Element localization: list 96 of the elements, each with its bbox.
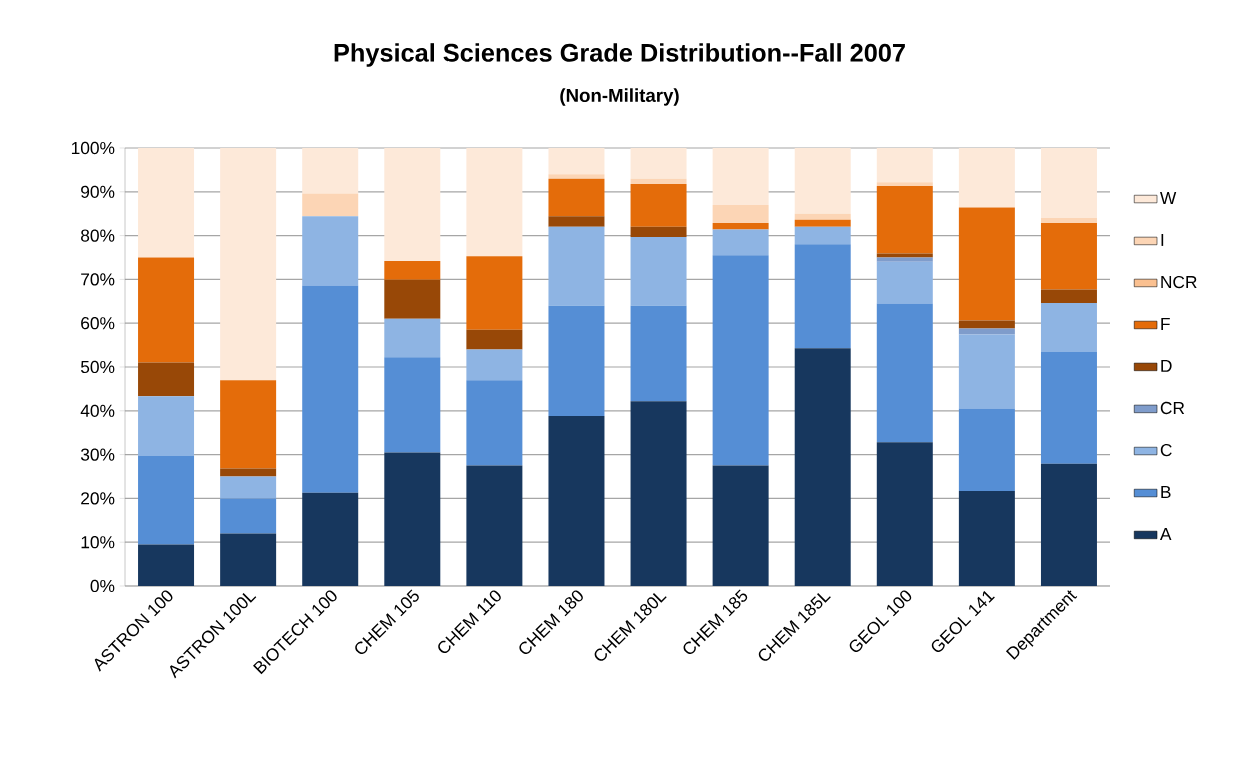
bar	[466, 329, 523, 350]
bar	[302, 193, 359, 217]
bar	[794, 226, 851, 245]
bar	[384, 318, 441, 358]
y-tick-label: 100%	[71, 141, 115, 155]
bar	[548, 178, 605, 217]
bar	[630, 401, 687, 586]
bar	[794, 147, 851, 214]
bar	[548, 416, 605, 586]
bar	[958, 334, 1015, 409]
bar	[630, 305, 687, 402]
legend-label: CR	[1160, 401, 1185, 415]
bar	[794, 244, 851, 349]
bar	[630, 226, 687, 237]
bar	[384, 357, 441, 453]
bar	[138, 544, 195, 586]
bar	[712, 204, 769, 223]
y-tick-label: 0%	[90, 579, 115, 593]
bar	[958, 147, 1015, 208]
bar	[876, 182, 933, 187]
bar	[876, 261, 933, 304]
bar	[548, 147, 605, 175]
y-tick-label: 90%	[81, 185, 115, 198]
bar	[958, 207, 1015, 321]
bar	[630, 178, 687, 184]
bar	[302, 147, 359, 194]
bar	[958, 490, 1015, 586]
bar	[712, 222, 769, 230]
bar	[466, 349, 523, 381]
bar	[220, 498, 277, 534]
bar	[384, 279, 441, 319]
bar	[958, 408, 1015, 491]
legend-label: A	[1159, 528, 1172, 540]
bar	[138, 455, 195, 545]
bar	[302, 216, 359, 286]
y-tick-label: 20%	[81, 492, 115, 505]
bar	[712, 465, 769, 586]
bar	[138, 257, 195, 363]
y-tick-label: 30%	[80, 448, 115, 461]
bar	[1040, 218, 1097, 223]
y-tick-label: 60%	[81, 317, 115, 330]
bar	[384, 261, 441, 280]
bar	[712, 255, 769, 466]
bar	[548, 174, 605, 179]
bar	[1040, 352, 1097, 464]
bar	[548, 226, 605, 306]
chart-title: Physical Sciences Grade Distribution--Fall 2007	[334, 43, 905, 67]
bar	[548, 305, 605, 417]
bar	[466, 256, 523, 330]
bar	[384, 452, 441, 586]
bar	[712, 147, 769, 205]
y-tick-label: 70%	[81, 273, 115, 286]
bar	[794, 213, 851, 220]
bar	[630, 147, 687, 179]
bar	[1040, 303, 1097, 353]
bar	[794, 219, 851, 227]
bar	[466, 147, 523, 257]
y-tick-label: 40%	[80, 404, 115, 417]
bar	[712, 229, 769, 256]
bar	[1040, 289, 1097, 304]
bar	[876, 257, 933, 262]
bar	[1040, 463, 1097, 586]
bar	[876, 186, 933, 254]
bar	[302, 285, 359, 493]
bar	[876, 442, 933, 586]
bar	[1040, 147, 1097, 219]
legend-label: NCR	[1161, 275, 1197, 289]
bar	[220, 533, 277, 586]
bar	[1040, 222, 1097, 290]
bar	[630, 183, 687, 227]
bar	[138, 396, 195, 456]
bar	[548, 216, 605, 227]
bar	[466, 465, 523, 586]
bar	[466, 380, 523, 466]
y-tick-label: 80%	[81, 229, 115, 242]
bar	[138, 362, 195, 397]
bar	[384, 147, 441, 261]
y-tick-label: 50%	[80, 360, 115, 374]
legend-label: B	[1161, 486, 1171, 498]
bar	[220, 476, 277, 499]
legend-label: F	[1161, 318, 1170, 330]
bar	[876, 147, 933, 183]
bar	[302, 492, 359, 586]
legend-label: W	[1160, 192, 1177, 204]
bar	[138, 147, 195, 258]
bar	[794, 348, 851, 586]
y-tick-label: 10%	[81, 536, 115, 549]
bar	[876, 303, 933, 443]
bar	[958, 328, 1015, 335]
chart-subtitle: (Non-Military)	[560, 88, 679, 106]
bar	[220, 147, 277, 381]
bar	[630, 236, 687, 306]
bar	[220, 380, 277, 469]
legend-label: I	[1161, 233, 1164, 246]
legend-label: C	[1160, 443, 1172, 457]
legend-label: D	[1161, 359, 1172, 372]
